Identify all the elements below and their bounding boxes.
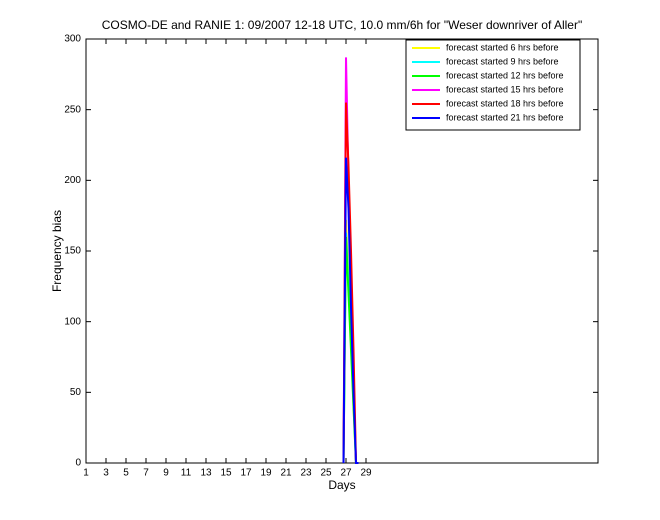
legend-label: forecast started 18 hrs before <box>446 98 564 108</box>
x-tick-label: 15 <box>220 468 232 479</box>
x-tick-label: 1 <box>83 468 89 479</box>
x-tick-label: 21 <box>280 468 292 479</box>
chart-title: COSMO-DE and RANIE 1: 09/2007 12-18 UTC,… <box>102 18 583 32</box>
y-tick-label: 50 <box>70 387 82 398</box>
y-tick-label: 300 <box>64 34 81 45</box>
y-tick-label: 100 <box>64 316 81 327</box>
x-tick-label: 25 <box>320 468 332 479</box>
y-axis-label: Frequency bias <box>50 210 64 292</box>
y-tick-label: 250 <box>64 104 81 115</box>
x-tick-label: 17 <box>240 468 252 479</box>
x-tick-label: 9 <box>163 468 169 479</box>
legend-label: forecast started 9 hrs before <box>446 56 559 66</box>
x-tick-label: 27 <box>340 468 352 479</box>
legend-label: forecast started 15 hrs before <box>446 84 564 94</box>
legend-box <box>405 39 581 131</box>
y-tick-label: 200 <box>64 175 81 186</box>
y-tick-label: 0 <box>75 458 81 469</box>
x-tick-label: 5 <box>123 468 129 479</box>
x-tick-label: 13 <box>200 468 212 479</box>
x-tick-label: 11 <box>181 468 192 479</box>
legend-label: forecast started 6 hrs before <box>446 42 559 52</box>
x-tick-label: 23 <box>300 468 312 479</box>
x-tick-label: 3 <box>103 468 109 479</box>
y-tick-label: 150 <box>64 246 81 257</box>
x-axis-label: Days <box>328 478 355 492</box>
legend-label: forecast started 12 hrs before <box>446 70 564 80</box>
legend-label: forecast started 21 hrs before <box>446 112 564 122</box>
x-tick-label: 19 <box>260 468 272 479</box>
x-tick-label: 29 <box>360 468 372 479</box>
x-tick-label: 7 <box>143 468 149 479</box>
series-line <box>342 157 359 464</box>
